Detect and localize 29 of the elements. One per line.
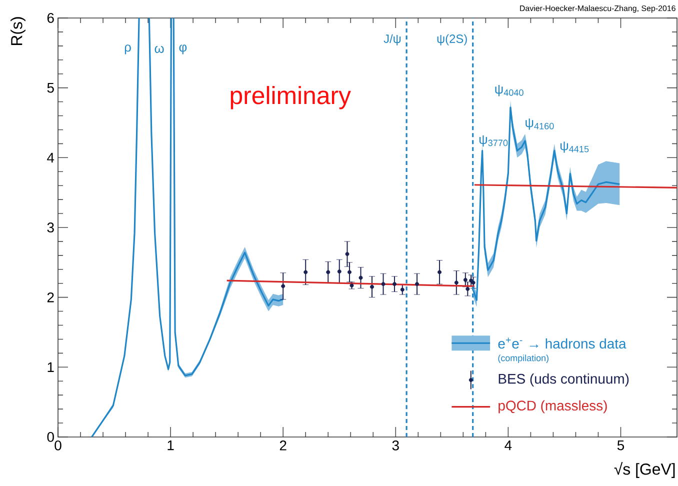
annotation: ω — [154, 46, 164, 53]
annotation: (compilation) — [498, 354, 548, 363]
x-tick-label: 2 — [280, 440, 286, 450]
x-axis-title: √s [GeV] — [614, 462, 675, 478]
annotation: ρ — [124, 44, 131, 54]
x-tick-label: 0 — [54, 440, 62, 450]
annotation: preliminary — [230, 86, 351, 110]
y-axis-title: R(s) — [10, 17, 26, 45]
legend-label: BES (uds continuum) — [498, 374, 629, 386]
annotation: φ — [179, 44, 187, 54]
x-tick-label: 5 — [617, 440, 624, 450]
y-tick-label: 0 — [47, 432, 54, 442]
y-tick-label: 3 — [47, 222, 54, 232]
legend-label: pQCD (massless) — [498, 400, 607, 414]
annotation: ψ$_{4160}$ — [526, 118, 554, 130]
y-tick-label: 1 — [48, 362, 54, 372]
ref-line-label: J/ψ — [384, 34, 401, 46]
x-tick-label: 1 — [168, 440, 174, 450]
ref-line-label: ψ(2S) — [437, 34, 467, 46]
x-tick-label: 4 — [504, 440, 512, 450]
annotation: ψ$_{4040}$ — [495, 85, 524, 96]
legend-label: e$^{+}$e$^{-}$ → hadrons data — [498, 338, 626, 349]
annotation: ψ$_{3770}$ — [479, 135, 508, 146]
y-tick-label: 6 — [47, 13, 54, 23]
y-tick-label: 4 — [47, 152, 54, 162]
annotation: ψ$_{4415}$ — [560, 142, 589, 153]
y-tick-label: 2 — [47, 292, 54, 302]
y-tick-label: 5 — [47, 82, 54, 93]
x-tick-label: 3 — [392, 440, 399, 450]
